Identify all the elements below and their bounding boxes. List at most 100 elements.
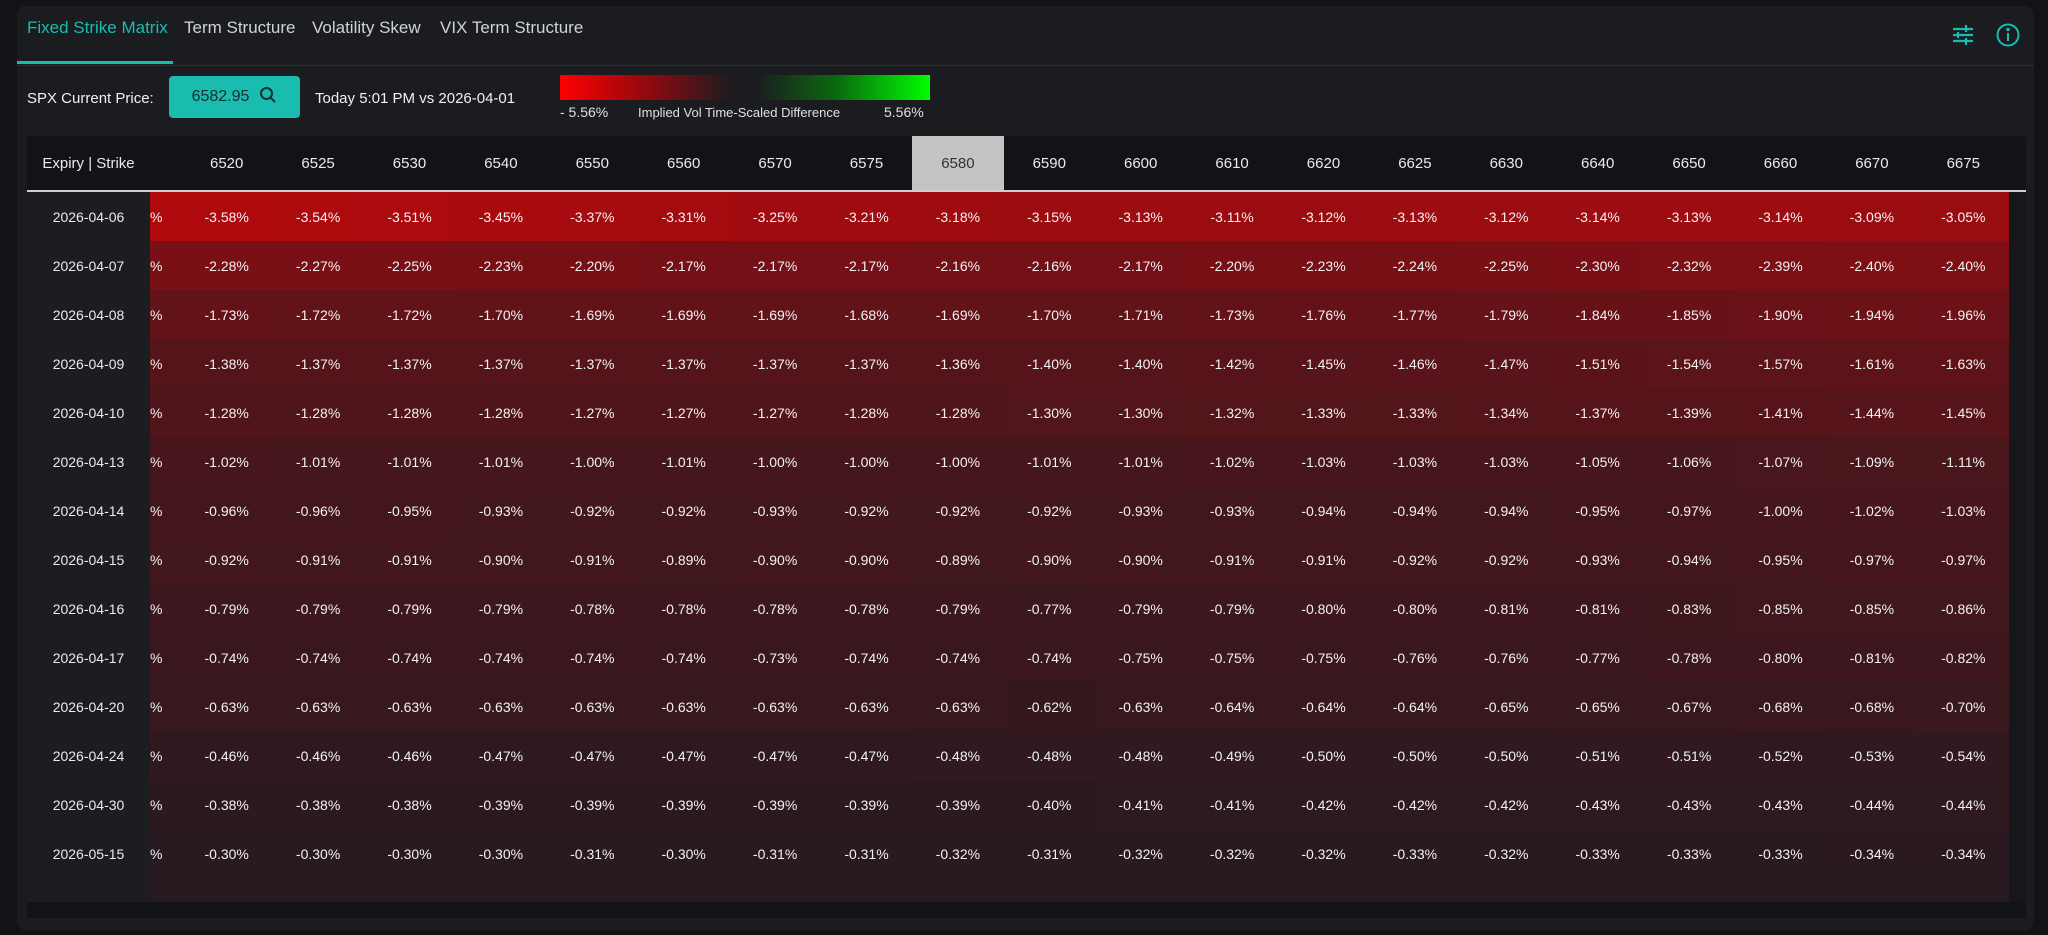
matrix-cell[interactable]: -0.64%	[1369, 682, 1461, 731]
matrix-cell[interactable]: -0.41%	[1186, 780, 1278, 829]
matrix-cell[interactable]: -0.47%	[820, 731, 913, 780]
matrix-cell[interactable]: -0.46%	[363, 731, 456, 780]
matrix-cell[interactable]: -0.54%	[1917, 731, 2009, 780]
matrix-cell[interactable]: -0.63%	[729, 682, 821, 731]
matrix-cell[interactable]: -0.33%	[1552, 829, 1644, 878]
matrix-cell[interactable]: -3.31%	[638, 192, 730, 241]
strike-header[interactable]: 6570	[758, 154, 792, 172]
matrix-cell[interactable]: -1.46%	[1369, 339, 1461, 388]
matrix-cell[interactable]: -1.70%	[455, 290, 547, 339]
matrix-cell[interactable]: -0.85%	[1734, 584, 1827, 633]
partial-cell[interactable]: %	[150, 306, 163, 323]
matrix-cell[interactable]: -0.89%	[638, 535, 730, 584]
matrix-cell[interactable]: -1.03%	[1369, 437, 1461, 486]
matrix-cell[interactable]: -0.78%	[820, 584, 913, 633]
strike-header[interactable]: 6670	[1855, 154, 1889, 172]
strike-header[interactable]: 6610	[1215, 154, 1249, 172]
matrix-cell[interactable]: -0.30%	[363, 829, 456, 878]
matrix-cell[interactable]: -2.23%	[455, 241, 547, 290]
strike-header[interactable]: 6525	[301, 154, 335, 172]
matrix-cell[interactable]: -0.48%	[912, 731, 1004, 780]
matrix-cell[interactable]: -1.68%	[820, 290, 913, 339]
matrix-cell[interactable]: -1.32%	[1186, 388, 1278, 437]
horizontal-scrollbar[interactable]	[27, 902, 2026, 918]
strike-header[interactable]: 6580	[912, 136, 1004, 190]
matrix-cell[interactable]: -1.69%	[912, 290, 1004, 339]
matrix-cell[interactable]: -2.20%	[546, 241, 638, 290]
matrix-cell[interactable]: -2.16%	[1003, 241, 1095, 290]
matrix-cell[interactable]: -0.31%	[546, 829, 638, 878]
matrix-cell[interactable]: -0.83%	[1643, 584, 1735, 633]
matrix-cell[interactable]: -1.72%	[272, 290, 364, 339]
partial-cell[interactable]: %	[150, 796, 163, 813]
matrix-cell[interactable]: -1.39%	[1643, 388, 1735, 437]
partial-cell[interactable]: %	[150, 355, 163, 372]
matrix-cell[interactable]: -0.86%	[1917, 584, 2009, 633]
matrix-cell[interactable]: -0.43%	[1643, 780, 1735, 829]
matrix-cell[interactable]: -0.97%	[1826, 535, 1918, 584]
matrix-cell[interactable]: -0.31%	[1003, 829, 1095, 878]
matrix-cell[interactable]: -0.74%	[363, 633, 456, 682]
matrix-cell[interactable]: -0.47%	[546, 731, 638, 780]
matrix-cell[interactable]: -0.70%	[1917, 682, 2009, 731]
matrix-cell[interactable]: -0.42%	[1277, 780, 1370, 829]
matrix-cell[interactable]: -0.44%	[1917, 780, 2009, 829]
partial-cell[interactable]: %	[150, 453, 163, 470]
matrix-cell[interactable]: -0.78%	[729, 584, 821, 633]
matrix-cell[interactable]: -1.69%	[546, 290, 638, 339]
matrix-cell[interactable]: -1.37%	[363, 339, 456, 388]
matrix-cell[interactable]: -3.09%	[1826, 192, 1918, 241]
matrix-cell[interactable]: -0.82%	[1917, 633, 2009, 682]
strike-header[interactable]: 6620	[1306, 154, 1341, 172]
matrix-cell[interactable]: -0.78%	[546, 584, 638, 633]
partial-cell[interactable]: %	[150, 649, 163, 666]
matrix-cell[interactable]: -0.76%	[1460, 633, 1552, 682]
matrix-cell[interactable]: -1.33%	[1369, 388, 1461, 437]
matrix-cell[interactable]: -1.44%	[1826, 388, 1918, 437]
matrix-cell[interactable]: -1.02%	[181, 437, 273, 486]
matrix-cell[interactable]: -3.54%	[272, 192, 364, 241]
matrix-cell[interactable]: -0.43%	[1734, 780, 1827, 829]
matrix-cell[interactable]: -0.90%	[1095, 535, 1187, 584]
matrix-cell[interactable]: -0.62%	[1003, 682, 1095, 731]
matrix-cell[interactable]: -0.78%	[1643, 633, 1735, 682]
matrix-cell[interactable]: -2.17%	[1095, 241, 1187, 290]
matrix-cell[interactable]: -0.42%	[1460, 780, 1552, 829]
matrix-cell[interactable]: -0.41%	[1095, 780, 1187, 829]
matrix-cell[interactable]: -0.46%	[272, 731, 364, 780]
matrix-cell[interactable]: -1.27%	[729, 388, 821, 437]
matrix-cell[interactable]: -3.45%	[455, 192, 547, 241]
matrix-cell[interactable]: -1.85%	[1643, 290, 1735, 339]
matrix-cell[interactable]: -1.01%	[1095, 437, 1187, 486]
matrix-cell[interactable]: -0.63%	[638, 682, 730, 731]
matrix-cell[interactable]: -0.51%	[1643, 731, 1735, 780]
strike-header[interactable]: 6550	[575, 154, 609, 172]
matrix-cell[interactable]: -0.38%	[363, 780, 456, 829]
matrix-cell[interactable]: -0.53%	[1826, 731, 1918, 780]
matrix-cell[interactable]: -0.32%	[1460, 829, 1552, 878]
matrix-cell[interactable]: -0.91%	[1277, 535, 1370, 584]
matrix-cell[interactable]: -0.92%	[546, 486, 638, 535]
partial-cell[interactable]: %	[150, 551, 163, 568]
matrix-cell[interactable]: -0.50%	[1369, 731, 1461, 780]
matrix-cell[interactable]: -0.80%	[1277, 584, 1370, 633]
matrix-cell[interactable]: -0.80%	[1734, 633, 1827, 682]
matrix-cell[interactable]: -3.21%	[820, 192, 913, 241]
tab-vix-term-structure[interactable]: VIX Term Structure	[440, 18, 584, 37]
matrix-cell[interactable]: -0.46%	[181, 731, 273, 780]
strike-header[interactable]: 6590	[1032, 154, 1066, 172]
vertical-scrollbar[interactable]	[2009, 192, 2026, 902]
matrix-cell[interactable]: -0.93%	[455, 486, 547, 535]
matrix-cell[interactable]: -0.30%	[181, 829, 273, 878]
matrix-cell[interactable]: -0.52%	[1734, 731, 1827, 780]
matrix-cell[interactable]: -2.27%	[272, 241, 364, 290]
matrix-cell[interactable]: -3.15%	[1003, 192, 1095, 241]
strike-header[interactable]: 6530	[392, 154, 427, 172]
matrix-cell[interactable]: -0.75%	[1186, 633, 1278, 682]
matrix-cell[interactable]: -0.81%	[1826, 633, 1918, 682]
matrix-cell[interactable]: -0.30%	[455, 829, 547, 878]
matrix-cell[interactable]: -0.96%	[272, 486, 364, 535]
matrix-cell[interactable]: -1.27%	[638, 388, 730, 437]
table-body[interactable]: % -3.58% -3.54% -3.51% -3.45% -3.37% -3.31% -3.…	[27, 192, 2026, 902]
matrix-cell[interactable]: -0.32%	[912, 829, 1004, 878]
